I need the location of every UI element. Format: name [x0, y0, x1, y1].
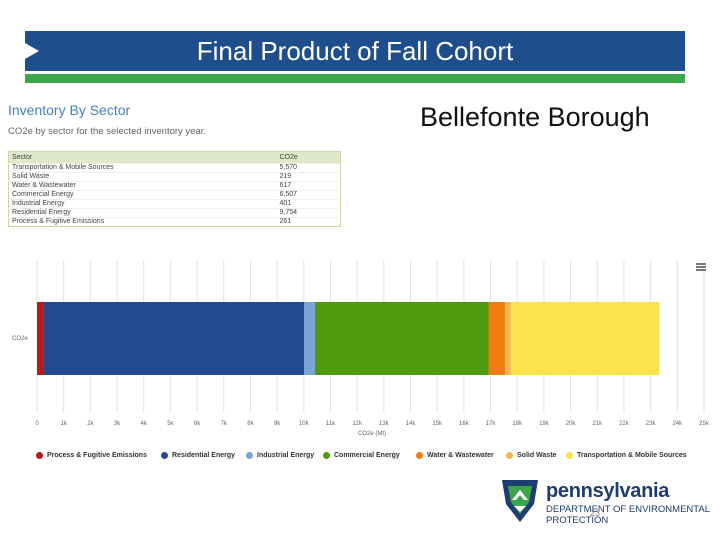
column-header-sector: Sector — [8, 151, 277, 164]
pa-dep-logo: pennsylvania DEPARTMENT OF ENVIRONMENTAL… — [498, 478, 710, 528]
x-tick-label: 5k — [167, 421, 174, 427]
bar-segment-commercial-energy[interactable] — [314, 302, 489, 375]
legend-label: Transportation & Mobile Sources — [577, 452, 687, 459]
x-tick-label: 15k — [432, 421, 443, 427]
x-tick-label: 12k — [352, 421, 363, 427]
bar-segment-process-fugitive-emissions[interactable] — [37, 302, 44, 375]
inventory-subheading: CO2e by sector for the selected inventor… — [8, 126, 207, 137]
x-tick-label: 17k — [486, 421, 497, 427]
stacked-bar-chart: 0 1k 2k 3k 4k 5k 6k 7k 8k 9k 10k 11k 12k 13k 14k 15k 16k… — [12, 260, 710, 437]
banner-accent-stripe — [25, 74, 685, 83]
legend-item[interactable]: Transportation & Mobile Sources — [566, 452, 687, 459]
logo-dept-line1: DEPARTMENT OF ENVIRONMENTAL — [546, 504, 710, 515]
legend-label: Commercial Energy — [334, 452, 400, 459]
x-tick-label: 20k — [566, 421, 577, 427]
page-number: 23 — [590, 508, 601, 518]
x-tick-label: 2k — [87, 421, 94, 427]
x-tick-label: 10k — [299, 421, 310, 427]
chart-x-ticks: 0 1k 2k 3k 4k 5k 6k 7k 8k 9k 10k 11k 12k 13k 14k 15k 16k… — [35, 421, 710, 427]
legend-item[interactable]: Industrial Energy — [246, 452, 314, 459]
sector-cell: Transportation & Mobile Sources — [8, 163, 277, 173]
table-row: Water & Wastewater 617 — [8, 181, 341, 191]
legend-swatch — [323, 452, 330, 459]
legend-item[interactable]: Water & Wastewater — [416, 452, 494, 459]
x-tick-label: 1k — [61, 421, 68, 427]
x-tick-label: 14k — [406, 421, 417, 427]
table-row: Solid Waste 219 — [8, 172, 341, 182]
x-tick-label: 24k — [672, 421, 683, 427]
legend-label: Process & Fugitive Emissions — [47, 452, 147, 459]
x-tick-label: 16k — [459, 421, 470, 427]
slide-title: Final Product of Fall Cohort — [196, 36, 514, 66]
legend-item[interactable]: Commercial Energy — [323, 452, 400, 459]
x-tick-label: 7k — [221, 421, 228, 427]
logo-wordmark: pennsylvania — [546, 480, 670, 502]
title-banner — [25, 31, 685, 71]
x-axis-label: CO2e (Mt) — [358, 431, 386, 437]
legend-swatch — [416, 452, 423, 459]
table-row: Industrial Energy 401 — [8, 199, 341, 209]
x-tick-label: 23k — [646, 421, 657, 427]
co2e-cell: 9,754 — [276, 208, 341, 218]
legend-label: Industrial Energy — [257, 452, 315, 459]
x-tick-label: 9k — [274, 421, 281, 427]
legend-label: Water & Wastewater — [427, 452, 494, 459]
co2e-cell: 617 — [276, 181, 341, 191]
x-tick-label: 4k — [141, 421, 148, 427]
legend-swatch — [246, 452, 253, 459]
banner-arrow-icon — [25, 43, 39, 59]
bar-segment-water-wastewater[interactable] — [488, 302, 505, 375]
legend-item[interactable]: Process & Fugitive Emissions — [36, 452, 147, 459]
co2e-cell: 261 — [276, 217, 341, 227]
legend-item[interactable]: Solid Waste — [506, 452, 556, 459]
bar-segment-residential-energy[interactable] — [43, 302, 305, 375]
x-tick-label: 11k — [326, 421, 336, 427]
co2e-cell: 401 — [276, 199, 341, 209]
legend-item[interactable]: Residential Energy — [161, 452, 235, 459]
legend-label: Solid Waste — [517, 452, 557, 459]
x-tick-label: 0 — [35, 421, 39, 427]
x-tick-label: 6k — [194, 421, 201, 427]
table-row: Residential Energy 9,754 — [8, 208, 341, 218]
co2e-cell: 219 — [276, 172, 341, 182]
table-row: Commercial Energy 6,507 — [8, 190, 341, 200]
legend-swatch — [36, 452, 43, 459]
legend-swatch — [161, 452, 168, 459]
sector-cell: Water & Wastewater — [8, 181, 277, 191]
x-tick-label: 25k — [699, 421, 710, 427]
sector-cell: Residential Energy — [8, 208, 277, 218]
table-header-row: Sector CO2e — [8, 151, 341, 164]
category-label: CO2e — [12, 336, 28, 342]
bar-segment-industrial-energy[interactable] — [304, 302, 315, 375]
column-header-co2e: CO2e — [276, 151, 341, 164]
x-tick-label: 18k — [512, 421, 523, 427]
x-tick-label: 8k — [247, 421, 254, 427]
sector-table: Sector CO2e Transportation & Mobile Sour… — [8, 151, 341, 227]
sector-cell: Commercial Energy — [8, 190, 277, 200]
table-row: Transportation & Mobile Sources 5,570 — [8, 163, 341, 173]
sector-cell: Solid Waste — [8, 172, 277, 182]
sector-cell: Process & Fugitive Emissions — [8, 217, 277, 227]
bar-segment-transportation-mobile-sources[interactable] — [510, 302, 660, 375]
chart-bars — [37, 302, 660, 375]
place-name: Bellefonte Borough — [420, 102, 650, 132]
chart-menu-icon[interactable] — [696, 263, 706, 271]
legend-swatch — [506, 452, 513, 459]
x-tick-label: 21k — [592, 421, 603, 427]
bar-segment-solid-waste[interactable] — [504, 302, 511, 375]
chart-legend: Process & Fugitive Emissions Residential … — [36, 452, 706, 464]
logo-dept-line2: PROTECTION — [546, 515, 609, 526]
x-tick-label: 22k — [619, 421, 630, 427]
keystone-logo-icon — [502, 480, 538, 522]
sector-cell: Industrial Energy — [8, 199, 277, 209]
inventory-heading: Inventory By Sector — [8, 102, 131, 118]
legend-label: Residential Energy — [172, 452, 236, 459]
legend-swatch — [566, 452, 573, 459]
x-tick-label: 13k — [379, 421, 390, 427]
x-tick-label: 19k — [539, 421, 550, 427]
co2e-cell: 6,507 — [276, 190, 341, 200]
x-tick-label: 3k — [114, 421, 121, 427]
co2e-cell: 5,570 — [276, 163, 341, 173]
table-row: Process & Fugitive Emissions 261 — [8, 217, 341, 227]
